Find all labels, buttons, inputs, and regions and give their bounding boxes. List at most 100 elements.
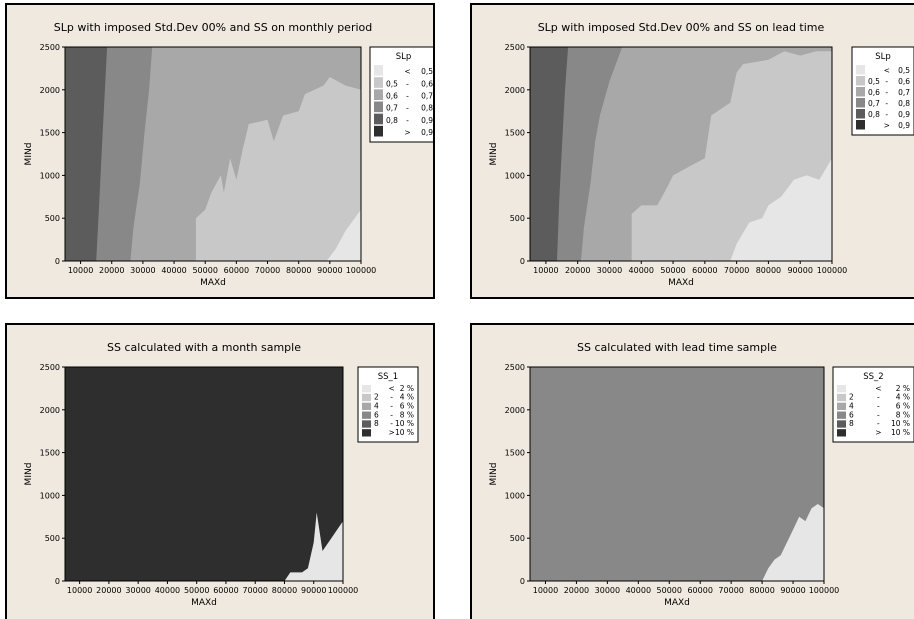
y-tick-label: 2000 <box>505 86 525 95</box>
y-tick-label: 1500 <box>40 449 60 458</box>
x-tick-label: 80000 <box>286 266 311 275</box>
legend-swatch <box>837 420 846 428</box>
x-tick-label: 90000 <box>780 586 805 595</box>
legend-operator: < <box>884 66 890 75</box>
legend-high: 10 % <box>395 428 414 437</box>
x-tick-label: 70000 <box>242 586 267 595</box>
y-tick-label: 1000 <box>505 171 525 180</box>
y-tick-label: 500 <box>45 534 60 543</box>
y-tick-label: 500 <box>510 534 525 543</box>
legend-high: 10 % <box>891 419 910 428</box>
legend-operator: < <box>404 67 410 76</box>
legend-operator: < <box>875 384 881 393</box>
legend-swatch <box>374 77 383 88</box>
x-tick-label: 90000 <box>787 266 812 275</box>
x-tick-label: 100000 <box>809 586 840 595</box>
legend-high: 2 % <box>400 384 414 393</box>
plot-frame <box>529 366 825 582</box>
plot-frame <box>64 46 362 262</box>
legend-low: 4 <box>849 402 854 411</box>
legend-high: 8 % <box>400 410 414 419</box>
legend-swatch <box>374 113 383 125</box>
legend-operator: - <box>406 116 409 125</box>
y-tick-label: 2500 <box>505 43 525 52</box>
legend-operator: < <box>388 384 394 393</box>
legend-title: SS_2 <box>863 372 883 382</box>
y-tick-label: 500 <box>45 214 60 223</box>
legend-swatch <box>837 411 846 419</box>
contour-region-band-4 <box>530 47 832 261</box>
x-tick-label: 70000 <box>724 266 749 275</box>
y-tick-label: 0 <box>55 577 60 586</box>
plot-frame <box>529 46 833 262</box>
legend-operator: - <box>390 393 393 402</box>
y-tick-label: 0 <box>520 257 525 266</box>
legend-high: 0,9 <box>421 116 433 125</box>
x-tick-label: 70000 <box>255 266 280 275</box>
y-tick-label: 2000 <box>40 86 60 95</box>
legend-operator: - <box>885 110 888 119</box>
legend-operator: - <box>885 99 888 108</box>
x-tick-label: 50000 <box>192 266 217 275</box>
chart-title: SLp with imposed Std.Dev 00% and SS on m… <box>54 21 373 34</box>
legend-operator: - <box>877 393 880 402</box>
legend-swatch <box>362 420 371 428</box>
y-axis-label: MINd <box>489 463 499 486</box>
y-tick-label: 1000 <box>40 171 60 180</box>
legend: SS_1< 2 %2-4 %4-6 %6-8 %8-10 %> 10 % <box>357 366 419 443</box>
legend-swatch <box>374 89 383 100</box>
legend-low: 6 <box>374 410 379 419</box>
legend-swatch <box>362 411 371 419</box>
legend-low: 0,8 <box>386 116 398 125</box>
legend-swatch <box>374 101 383 113</box>
legend-low: 6 <box>849 410 854 419</box>
contour-chart-slp-monthly: SLp with imposed Std.Dev 00% and SS on m… <box>24 21 433 288</box>
x-tick-label: 80000 <box>749 586 774 595</box>
x-tick-label: 30000 <box>130 266 155 275</box>
x-tick-label: 50000 <box>184 586 209 595</box>
y-tick-label: 2000 <box>505 406 525 415</box>
legend-swatch <box>362 393 371 402</box>
x-tick-label: 40000 <box>161 266 186 275</box>
legend-operator: - <box>390 410 393 419</box>
y-axis-label: MINd <box>489 143 499 166</box>
chart-panel-ss-lead-time-sample: SS calculated with lead time sample 10000… <box>470 323 914 619</box>
legend-high: 0,8 <box>421 104 433 113</box>
x-tick-label: 100000 <box>328 586 359 595</box>
legend-high: 0,5 <box>421 67 433 76</box>
x-tick-label: 50000 <box>657 586 682 595</box>
y-axis-label: MINd <box>24 143 34 166</box>
x-tick-label: 30000 <box>597 266 622 275</box>
chart-title: SLp with imposed Std.Dev 00% and SS on l… <box>538 21 825 34</box>
y-tick-label: 1500 <box>505 449 525 458</box>
legend-swatch <box>856 98 865 108</box>
x-tick-label: 100000 <box>346 266 377 275</box>
x-tick-label: 10000 <box>533 586 558 595</box>
legend-high: 0,6 <box>421 79 433 88</box>
legend-operator: > <box>884 121 890 130</box>
legend-title: SS_1 <box>378 372 398 382</box>
x-tick-label: 60000 <box>224 266 249 275</box>
y-tick-label: 1000 <box>505 491 525 500</box>
legend-low: 0,6 <box>868 88 880 97</box>
contour-region-band-2 <box>530 47 832 261</box>
x-axis-label: MAXd <box>664 598 690 608</box>
y-tick-label: 2500 <box>40 43 60 52</box>
legend-swatch <box>856 65 865 75</box>
x-tick-label: 60000 <box>692 266 717 275</box>
y-tick-label: 2000 <box>40 406 60 415</box>
legend-swatch <box>362 429 371 437</box>
legend-low: 0,7 <box>386 104 398 113</box>
legend-high: 4 % <box>400 393 414 402</box>
legend-operator: - <box>885 88 888 97</box>
legend-swatch <box>374 65 383 76</box>
legend-swatch <box>374 125 383 137</box>
legend-swatch <box>837 385 846 393</box>
legend-operator: > <box>388 428 394 437</box>
legend-operator: - <box>390 419 393 428</box>
legend-high: 10 % <box>395 419 414 428</box>
legend-operator: - <box>406 79 409 88</box>
x-tick-label: 80000 <box>756 266 781 275</box>
contour-region-band-3 <box>65 47 361 261</box>
legend-low: 0,8 <box>868 110 880 119</box>
